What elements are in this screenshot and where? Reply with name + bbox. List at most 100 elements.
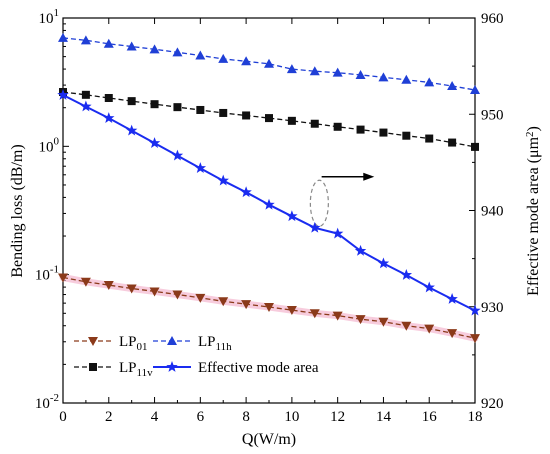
right-axis-title: Effective mode area (μm2): [524, 126, 542, 296]
left-tick-label: 100: [39, 135, 60, 155]
square-marker: [89, 363, 97, 371]
triangle-up-marker: [149, 44, 160, 54]
star-marker: [423, 281, 435, 293]
triangle-up-marker: [195, 50, 206, 60]
triangle-down-marker: [241, 300, 252, 310]
legend: LP01 LP11h LP11v Effective mode area: [74, 334, 319, 379]
legend-label: LP01: [119, 334, 148, 353]
square-marker: [425, 134, 434, 143]
star-marker: [377, 257, 390, 269]
star-marker: [217, 174, 229, 186]
star-marker: [103, 112, 115, 123]
x-tick-label: 0: [59, 409, 67, 425]
triangle-up-marker: [378, 72, 389, 82]
right-tick-label: 960: [481, 11, 504, 27]
triangle-down-marker: [355, 315, 366, 325]
star-marker: [57, 89, 69, 100]
triangle-down-marker: [195, 293, 206, 303]
square-marker: [356, 125, 365, 134]
x-tick-label: 4: [151, 409, 159, 425]
triangle-up-marker: [424, 77, 435, 87]
triangle-up-marker: [80, 35, 91, 45]
left-tick-label: 10-1: [35, 264, 59, 284]
triangle-down-marker: [332, 311, 343, 321]
star-marker: [166, 361, 178, 372]
right-axis-title-close: ): [525, 126, 542, 131]
triangle-down-marker: [126, 284, 137, 294]
triangle-down-marker: [378, 317, 389, 327]
series-effective-mode-area: [57, 89, 481, 316]
star-marker: [309, 221, 321, 233]
star-marker: [263, 198, 275, 210]
right-tick-label: 930: [481, 300, 504, 316]
left-axis-ticks: 10-2 10-1 100 101: [35, 7, 69, 412]
triangle-up-marker: [332, 67, 343, 77]
x-tick-label: 12: [330, 409, 345, 425]
right-tick-label: 950: [481, 107, 504, 123]
triangle-down-marker: [286, 306, 297, 316]
square-marker: [402, 131, 411, 140]
triangle-down-marker: [149, 287, 160, 297]
square-marker: [379, 128, 388, 137]
x-tick-label: 16: [422, 409, 438, 425]
square-marker: [81, 90, 90, 99]
star-marker: [446, 293, 458, 304]
triangle-up-marker: [103, 38, 114, 48]
triangle-down-marker: [103, 281, 114, 291]
triangle-up-marker: [309, 66, 320, 76]
legend-entry: LP01: [74, 334, 148, 353]
x-axis-ticks: 0 2 4 6 8 10 12 14 16 18: [59, 18, 483, 425]
triangle-down-marker: [218, 297, 229, 307]
triangle-up-marker: [241, 56, 252, 66]
star-marker: [171, 149, 184, 161]
series-lp01: [58, 273, 480, 344]
triangle-down-marker: [264, 302, 274, 312]
right-axis-title-superscript: 2: [524, 131, 536, 137]
star-marker: [400, 268, 413, 280]
right-axis-ticks: 920 930 940 950 960: [469, 11, 504, 412]
triangle-up-marker: [172, 47, 183, 57]
triangle-up-marker: [286, 64, 297, 74]
left-tick-label: 101: [39, 7, 60, 27]
right-tick-label: 940: [481, 204, 504, 220]
triangle-up-marker: [447, 81, 458, 91]
star-marker: [148, 137, 161, 148]
square-marker: [219, 108, 228, 117]
left-axis-title: Bending loss (dB/m): [9, 144, 26, 277]
series-layer: [57, 32, 481, 344]
triangle-up-marker: [58, 32, 68, 42]
right-tick-label: 920: [481, 396, 504, 412]
square-marker: [127, 97, 136, 106]
star-marker: [240, 186, 252, 198]
triangle-up-marker: [218, 53, 229, 63]
legend-label: LP11h: [198, 334, 232, 353]
legend-entry: LP11h: [153, 334, 232, 353]
square-marker: [242, 111, 251, 120]
triangle-down-marker: [80, 277, 91, 287]
x-tick-label: 2: [105, 409, 113, 425]
legend-label: Effective mode area: [198, 360, 319, 376]
triangle-up-marker: [167, 336, 177, 345]
annotations: [309, 172, 375, 227]
legend-entry: LP11v: [74, 360, 153, 379]
x-axis-title: Q(W/m): [242, 431, 296, 448]
star-marker: [469, 304, 481, 316]
triangle-down-marker: [88, 337, 98, 346]
star-marker: [125, 124, 138, 136]
square-marker: [196, 105, 205, 114]
square-marker: [471, 142, 479, 151]
square-marker: [150, 100, 159, 109]
triangle-down-marker: [424, 324, 435, 334]
x-tick-label: 14: [376, 409, 392, 425]
triangle-down-marker: [58, 273, 68, 283]
square-marker: [333, 122, 342, 131]
triangle-up-marker: [126, 41, 137, 51]
right-axis-title-main: Effective mode area (μm: [525, 136, 542, 295]
legend-entry: Effective mode area: [153, 360, 319, 376]
triangle-up-marker: [355, 69, 366, 79]
square-marker: [104, 94, 113, 103]
triangle-up-marker: [470, 84, 480, 94]
square-marker: [265, 114, 273, 123]
square-marker: [448, 138, 457, 147]
